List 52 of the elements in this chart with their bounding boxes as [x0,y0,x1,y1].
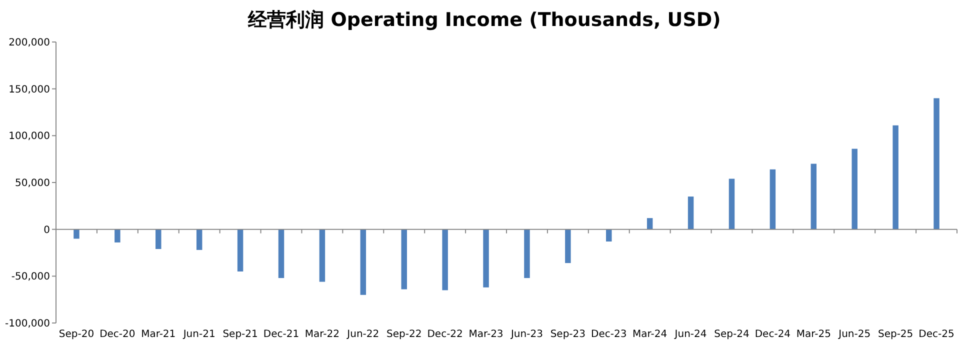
x-tick-label: Dec-20 [100,329,136,340]
bar [114,229,120,242]
x-tick-label: Dec-23 [591,329,627,340]
bar [565,229,571,264]
bar [156,229,162,250]
bar [524,229,530,278]
x-tick-label: Jun-22 [346,329,380,340]
x-tick-label: Mar-23 [468,329,504,340]
x-tick-label: Mar-25 [796,329,831,340]
bar [728,178,735,230]
x-tick-label: Sep-21 [222,329,258,340]
x-tick-label: Sep-25 [878,329,914,340]
y-tick-label: 50,000 [15,178,50,189]
x-tick-label: Dec-21 [263,329,300,340]
x-tick-label: Mar-24 [632,329,668,340]
bar [196,229,202,250]
x-tick-label: Mar-22 [304,329,340,340]
x-tick-label: Jun-21 [182,329,216,340]
y-tick-label: 200,000 [8,38,50,48]
x-tick-label: Dec-22 [427,329,463,340]
y-tick-label: -100,000 [5,318,50,330]
y-tick-label: 150,000 [8,84,50,96]
x-tick-label: Sep-20 [58,329,94,340]
y-tick-label: 100,000 [8,131,50,142]
bar [892,125,898,230]
bar [646,218,653,230]
bar [319,229,326,282]
bar [74,229,80,239]
x-tick-label: Sep-22 [386,329,422,340]
bar [401,229,407,290]
x-tick-label: Dec-24 [754,329,791,340]
chart-title: 经营利润 Operating Income (Thousands, USD) [247,9,721,31]
bar [852,148,858,230]
y-tick-label: 0 [44,224,50,236]
x-tick-label: Jun-24 [674,329,707,340]
x-tick-label: Dec-25 [918,329,954,340]
bar [688,196,694,230]
bar [360,229,366,295]
x-tick-label: Mar-21 [141,329,176,340]
x-tick-label: Jun-23 [510,329,543,340]
bar [483,229,489,288]
bar [770,169,776,230]
bar [278,229,284,278]
y-tick-label: -50,000 [11,272,50,283]
bar [934,98,940,230]
bar [237,229,244,272]
x-tick-label: Sep-24 [714,329,750,340]
x-tick-label: Sep-23 [550,329,586,340]
bar [606,229,612,242]
bar [810,164,817,230]
x-tick-label: Jun-25 [838,329,871,340]
bar [442,229,448,290]
